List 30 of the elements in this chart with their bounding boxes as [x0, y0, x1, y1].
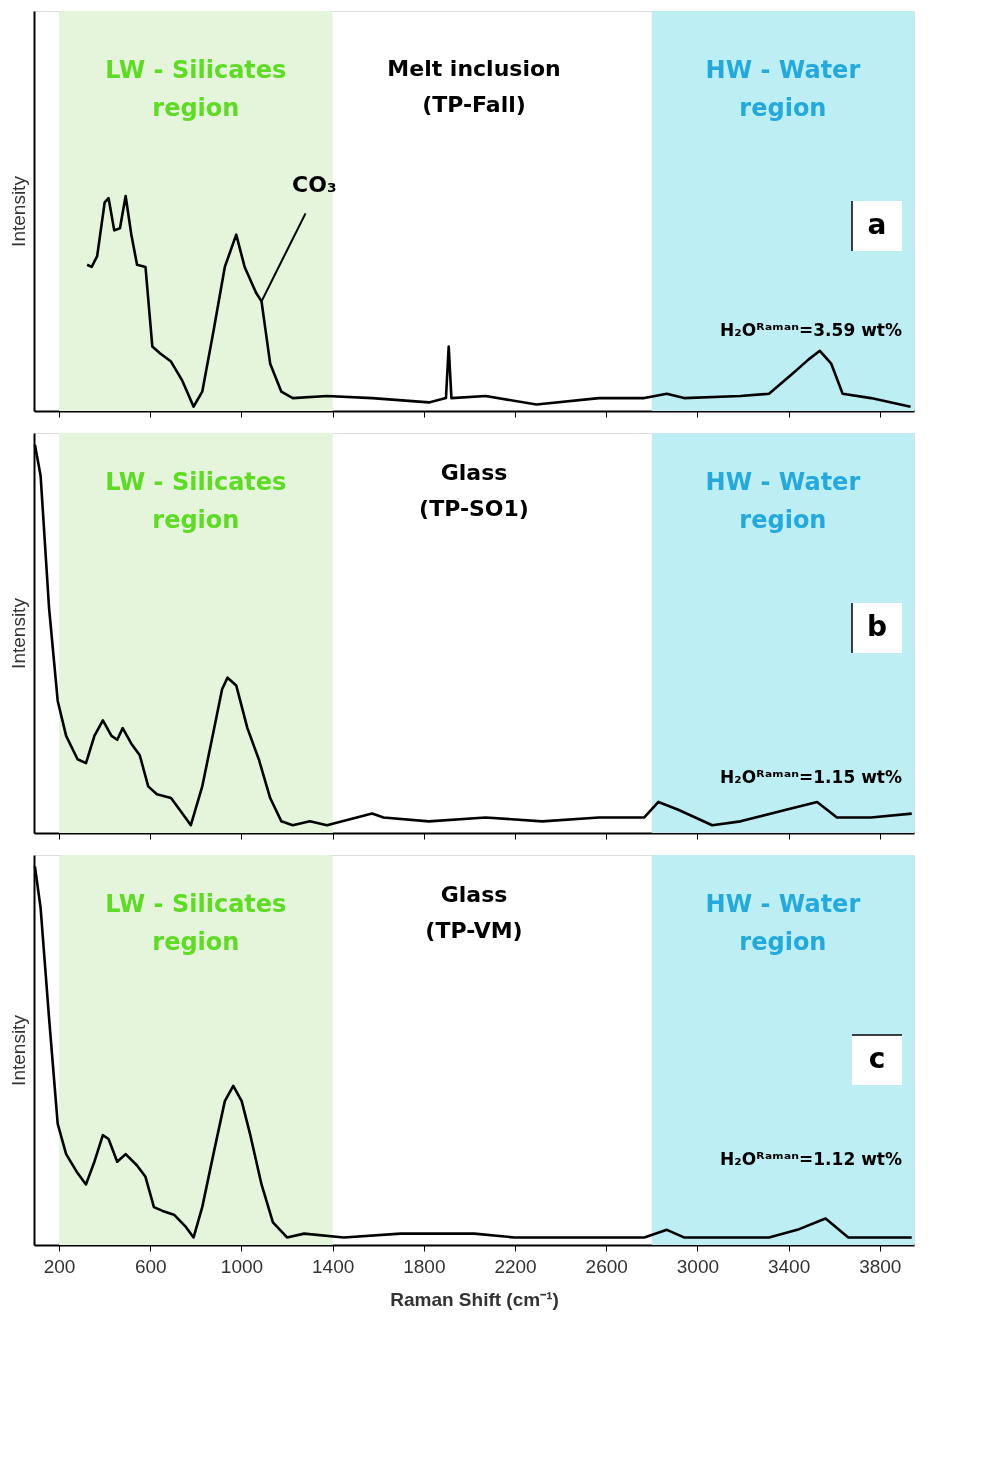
annotation: a — [867, 208, 887, 241]
x-tick-label: 1800 — [403, 1255, 446, 1277]
band-label: HW - Water region — [705, 56, 861, 122]
x-tick-label: 3000 — [676, 1255, 720, 1277]
annotation: H₂Oᴿᵃᵐᵃⁿ=1.12 wt% — [720, 1149, 902, 1169]
y-axis-title: Intensity — [7, 597, 29, 669]
x-tick-label: 3800 — [859, 1255, 902, 1277]
x-tick-label: 600 — [134, 1255, 167, 1277]
band-label: HW - Water region — [705, 468, 861, 534]
annotation: H₂Oᴿᵃᵐᵃⁿ=3.59 wt% — [720, 320, 902, 340]
x-tick-label: 3400 — [767, 1255, 811, 1277]
band-label: LW - Silicates region — [105, 468, 287, 534]
band-label: HW - Water region — [705, 890, 861, 956]
y-axis-title: Intensity — [7, 175, 29, 247]
annotation: b — [866, 610, 888, 643]
text: Glass (TP-SO1) — [419, 460, 529, 521]
text: Glass (TP-VM) — [425, 882, 523, 943]
chart-title: Melt inclusion (TP-Fall) — [387, 56, 561, 117]
x-tick-label: 200 — [43, 1255, 76, 1277]
annotation: CO₃ — [292, 172, 337, 198]
band-label: LW - Silicates region — [105, 890, 287, 956]
x-axis-title: Raman Shift (cm⁻¹) — [390, 1288, 559, 1310]
annotation: c — [868, 1042, 886, 1075]
x-tick-label: 1000 — [220, 1255, 264, 1277]
x-tick-label: 2200 — [494, 1255, 537, 1277]
x-tick-label: 2600 — [585, 1255, 628, 1277]
x-tick-label: 1400 — [312, 1255, 355, 1277]
annotation: H₂Oᴿᵃᵐᵃⁿ=1.15 wt% — [720, 767, 902, 787]
band-label: LW - Silicates region — [105, 56, 287, 122]
y-axis-title: Intensity — [7, 1014, 29, 1086]
